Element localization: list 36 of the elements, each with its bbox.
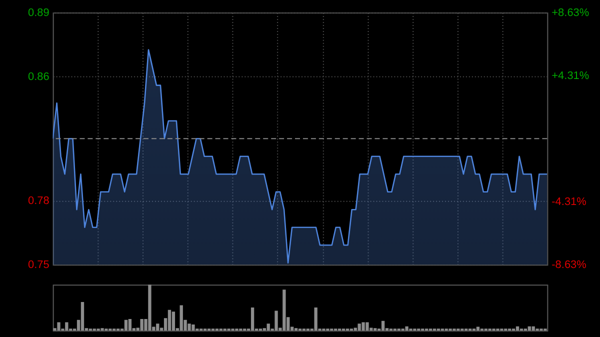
- bar: [180, 305, 183, 330]
- bar: [250, 308, 254, 330]
- bar: [128, 319, 132, 330]
- bar: [476, 326, 480, 330]
- bar: [274, 310, 278, 330]
- bar: [65, 322, 68, 330]
- bar: [172, 312, 176, 330]
- bar: [266, 324, 270, 330]
- bar: [168, 310, 172, 330]
- bar: [148, 284, 152, 330]
- bar: [192, 324, 195, 330]
- bar: [354, 328, 357, 330]
- bar: [366, 322, 369, 330]
- bar: [532, 326, 535, 330]
- bar: [314, 308, 318, 330]
- bar: [358, 324, 361, 330]
- y-tick-label: 0.86: [28, 70, 50, 83]
- y2-tick-label: -4.31%: [552, 196, 587, 208]
- bar: [188, 324, 191, 330]
- bar: [156, 324, 160, 330]
- bar: [516, 326, 520, 330]
- bar: [282, 290, 286, 330]
- bar: [362, 322, 365, 330]
- bar: [528, 326, 531, 330]
- y-tick-label: 0.75: [28, 259, 50, 272]
- y-tick-label: 0.89: [28, 7, 50, 20]
- bar: [405, 326, 408, 330]
- y2-tick-label: +4.31%: [552, 70, 590, 82]
- y2-tick-label: +8.63%: [552, 7, 590, 20]
- bar: [124, 320, 128, 330]
- y-tick-label: 0.78: [28, 195, 50, 208]
- bar: [80, 302, 84, 330]
- bar: [57, 322, 60, 330]
- y2-tick-label: -8.63%: [552, 259, 587, 272]
- bar: [140, 319, 144, 330]
- bar: [381, 320, 385, 330]
